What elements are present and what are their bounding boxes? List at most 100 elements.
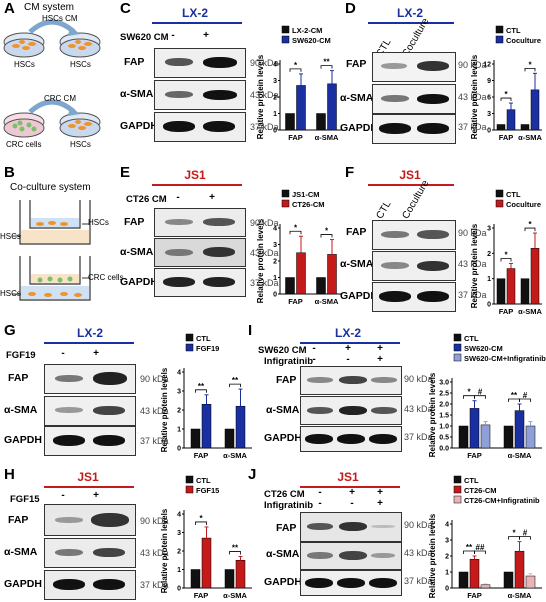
band: [381, 231, 409, 238]
significance-bracket: [500, 258, 512, 262]
bar: [327, 254, 337, 295]
y-tick-label: 1.5: [439, 413, 449, 420]
band: [337, 434, 365, 444]
bar: [316, 113, 326, 131]
band: [93, 435, 125, 446]
significance-mark: *: [325, 227, 329, 236]
legend-swatch: [185, 333, 194, 342]
panel-e-kda-asma: 43 kDa: [250, 248, 279, 258]
y-axis-label: Relative protein levels: [160, 508, 169, 593]
band: [203, 247, 235, 257]
panel-h-condition: FGF15: [10, 494, 40, 505]
significance-mark: **: [323, 58, 330, 67]
panel-g-label: G: [4, 322, 16, 339]
bar: [469, 558, 480, 589]
panel-c-condition: SW620 CM: [120, 32, 169, 43]
panel-h-blot-fap: [44, 504, 136, 536]
bar: [469, 408, 480, 449]
panel-i-row-asma: α-SMA: [266, 404, 300, 416]
x-tick-label: α-SMA: [315, 297, 339, 306]
panel-d-row-fap: FAP: [346, 58, 367, 70]
panel-j-row-fap: FAP: [276, 522, 297, 534]
y-axis-label: Relative protein levels: [256, 54, 265, 139]
panel-f-kda-asma: 43 kDa: [458, 259, 487, 269]
band: [417, 123, 449, 134]
band: [93, 372, 127, 385]
panel-a-bottom-right-label: HSCs: [70, 140, 91, 149]
panel-g-row-asma: α-SMA: [4, 404, 38, 416]
significance-bracket: [519, 536, 531, 540]
panel-a-bottom-left-label: CRC cells: [6, 140, 42, 149]
y-tick-label: 0: [445, 586, 449, 593]
panel-h-row-fap: FAP: [8, 514, 29, 526]
x-tick-label: FAP: [499, 307, 514, 316]
panel-a-title: CM system: [24, 2, 74, 13]
bar: [480, 584, 491, 589]
panel-f-blot-asma: [372, 251, 456, 281]
panel-f-kda-gapdh: 37 kDa: [458, 290, 487, 300]
x-tick-label: α-SMA: [518, 133, 542, 142]
panel-i-row-fap: FAP: [276, 374, 297, 386]
band: [91, 513, 129, 527]
significance-mark: *: [467, 388, 471, 397]
band: [339, 551, 367, 560]
band: [371, 377, 397, 383]
significance-mark: *: [199, 514, 203, 523]
significance-mark: **: [466, 543, 473, 552]
panel-f-row-asma: α-SMA: [340, 258, 374, 270]
panel-f-row-gapdh: GAPDH: [340, 290, 378, 302]
y-tick-label: 0: [487, 128, 491, 135]
panel-c-minus: -: [171, 30, 175, 41]
panel-c-cell-title: LX-2: [181, 6, 208, 20]
y-tick-label: 1: [487, 276, 491, 283]
y-axis-label: Relative protein levels: [256, 218, 265, 303]
band: [93, 406, 125, 415]
panel-h-label: H: [4, 466, 15, 483]
panel-d-blot-asma: [372, 84, 456, 114]
bar: [201, 537, 212, 589]
legend-swatch: [281, 35, 290, 44]
y-tick-label: 2: [273, 259, 277, 266]
bar: [458, 571, 469, 589]
y-tick-label: 3: [273, 242, 277, 249]
y-tick-label: 2: [445, 554, 449, 561]
panel-b-bottom-left-label: HSCs: [0, 289, 21, 298]
panel-j-blot-gapdh: [300, 570, 402, 596]
panel-g-blot-asma: [44, 396, 136, 426]
y-tick-label: 1: [445, 570, 449, 577]
band: [53, 435, 85, 446]
panel-g-cell-title: LX-2: [76, 326, 103, 340]
x-tick-label: FAP: [467, 591, 482, 600]
y-axis-label: Relative protein levels: [160, 367, 169, 452]
panel-i-kda-asma: 43 kDa: [404, 404, 433, 414]
x-tick-label: α-SMA: [508, 591, 532, 600]
panel-j-blot-fap: [300, 512, 402, 542]
panel-d-blot-gapdh: [372, 114, 456, 144]
bar: [530, 89, 540, 131]
panel-h-cell-title: JS1: [77, 470, 99, 484]
y-tick-label: 2: [273, 95, 277, 102]
bar: [201, 404, 212, 449]
bar: [296, 252, 306, 295]
panel-g-plus: +: [93, 348, 99, 359]
bar: [480, 424, 491, 449]
panel-i-sign: +: [345, 343, 351, 354]
legend-label: FGF15: [196, 486, 219, 495]
x-tick-label: FAP: [499, 133, 514, 142]
band: [165, 249, 193, 256]
legend-swatch: [281, 25, 290, 34]
y-axis-label: Relative protein levels: [428, 513, 437, 598]
significance-mark: **: [232, 376, 239, 385]
y-tick-label: 3: [487, 111, 491, 118]
band: [55, 517, 83, 523]
legend-label: FGF19: [196, 344, 219, 353]
panel-c-label: C: [120, 0, 131, 17]
y-tick-label: 3: [177, 530, 181, 537]
panel-b-label: B: [4, 164, 15, 181]
band: [203, 90, 237, 100]
y-tick-label: 2: [177, 549, 181, 556]
significance-bracket: [320, 234, 333, 238]
significance-mark: *: [294, 61, 298, 70]
legend-label: Coculture: [506, 36, 541, 45]
